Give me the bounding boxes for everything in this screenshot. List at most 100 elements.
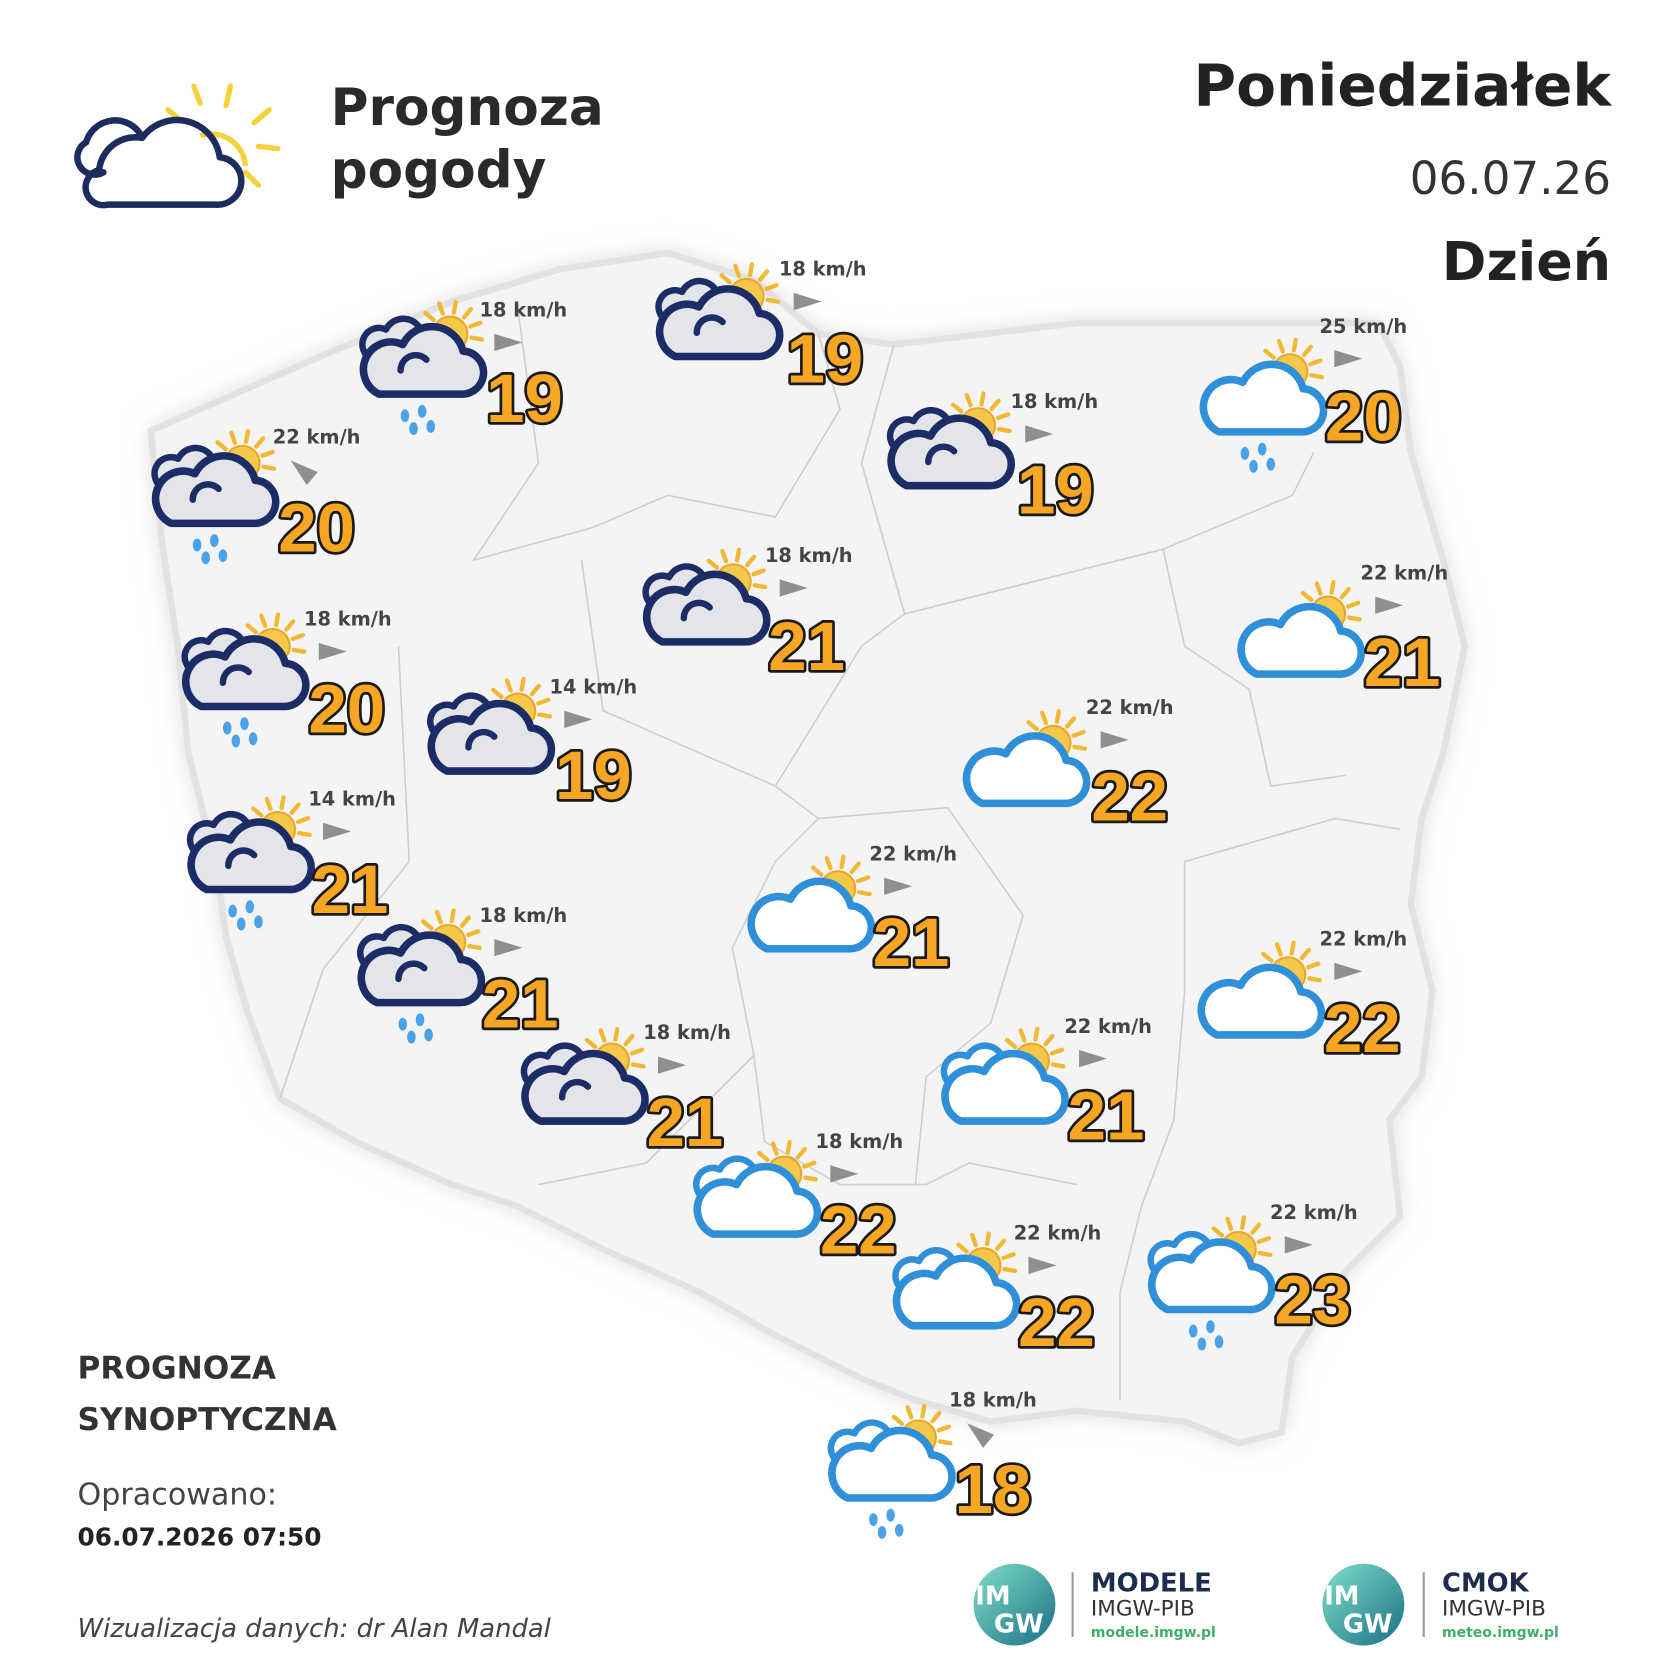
footer-heading: PROGNOZA <box>78 1350 277 1386</box>
sun-ray <box>855 875 871 884</box>
wind-arrow <box>658 1056 686 1074</box>
rain-drop <box>426 420 436 433</box>
cloud-curl <box>925 443 958 466</box>
sun-ray <box>1018 1028 1027 1043</box>
sun-ray <box>803 1175 818 1182</box>
sun-ray <box>537 712 552 719</box>
station: 18 km/h 21 <box>642 544 853 688</box>
rain-drop <box>240 717 249 731</box>
sun-ray <box>757 1150 770 1163</box>
sun-ray <box>284 619 296 632</box>
rain-drop <box>192 538 202 552</box>
wind-speed: 22 km/h <box>1064 1015 1152 1038</box>
sun-ray <box>1276 339 1285 354</box>
rain-drop <box>218 549 228 563</box>
sun-ray <box>623 1033 635 1047</box>
wind-arrow <box>779 579 808 597</box>
weather-icon <box>827 1403 956 1539</box>
sun-ray <box>423 310 436 323</box>
sun-ray <box>421 919 434 931</box>
sun-ray <box>720 549 729 564</box>
cloud-curl <box>397 351 430 374</box>
wind-arrow <box>1375 596 1404 614</box>
station: 14 km/h 21 <box>186 788 396 931</box>
cloud-curl <box>219 664 252 686</box>
sun-ray <box>289 802 301 815</box>
sun-ray <box>279 795 286 811</box>
sun-ray <box>765 297 781 304</box>
sun-ray <box>1257 1250 1273 1257</box>
footer-heading: SYNOPTYCZNA <box>78 1402 338 1438</box>
sun-ray <box>291 647 307 654</box>
weather-icon <box>181 612 310 748</box>
wind-speed: 18 km/h <box>765 544 853 567</box>
sun-ray <box>795 1146 807 1160</box>
sun-ray <box>1049 1047 1065 1056</box>
sun-ray <box>1346 615 1362 622</box>
cloud <box>892 1254 1021 1330</box>
sun-ray <box>995 412 1011 421</box>
weather-icon <box>642 547 771 646</box>
temperature: 22 <box>1324 990 1401 1067</box>
sun-ray <box>1289 940 1296 956</box>
wind-speed: 18 km/h <box>480 904 568 927</box>
sun-ray <box>964 392 973 408</box>
period: Dzień <box>1442 230 1611 293</box>
sun-ray <box>436 301 445 316</box>
temperature: 22 <box>820 1192 897 1269</box>
weather-icon <box>520 1026 649 1125</box>
logo-url: meteo.imgw.pl <box>1442 1625 1559 1641</box>
rain-drop <box>424 1028 433 1042</box>
wind-speed: 18 km/h <box>643 1021 731 1044</box>
sun-ray <box>950 402 964 414</box>
temperature: 21 <box>482 965 559 1042</box>
sun-ray <box>706 558 720 570</box>
sun-ray <box>1225 1216 1234 1232</box>
day: Poniedziałek <box>1193 52 1612 120</box>
rain-drop <box>236 917 246 931</box>
sun-ray <box>1263 348 1276 360</box>
rain-drop <box>231 734 241 748</box>
cloud <box>828 1426 956 1502</box>
cloud-curl <box>558 1078 592 1101</box>
sun-ray <box>802 1160 817 1169</box>
temperature: 21 <box>647 1084 724 1161</box>
cloud <box>941 1049 1069 1125</box>
logo-badge <box>973 1563 1056 1646</box>
sun-ray <box>243 429 251 445</box>
cloud-curl <box>693 314 726 336</box>
wind-arrow <box>1100 731 1129 749</box>
sun-ray <box>1307 976 1322 983</box>
wind-speed: 22 km/h <box>869 842 957 865</box>
sun-ray <box>849 861 861 875</box>
sun-ray <box>1301 344 1314 358</box>
ray <box>191 83 203 107</box>
rain-drop <box>1197 1337 1207 1351</box>
rain-drop <box>407 1030 416 1044</box>
cloud <box>747 877 875 953</box>
sun-ray <box>491 687 504 700</box>
cloud-curl <box>225 847 258 870</box>
rain-drop <box>398 1017 408 1031</box>
sun-ray <box>1308 358 1323 367</box>
region-border <box>471 301 841 562</box>
logo-org: IMGW-PIB <box>1442 1596 1546 1621</box>
wind-arrow <box>290 460 318 486</box>
region-border <box>860 344 1315 615</box>
sun-ray <box>770 1141 779 1156</box>
wind-speed: 18 km/h <box>1010 390 1098 413</box>
cloud <box>1148 1238 1276 1314</box>
logo-org: IMGW-PIB <box>1091 1596 1195 1621</box>
wind-arrow <box>1284 1236 1313 1254</box>
sun-ray <box>250 806 264 818</box>
sun-ray <box>1274 942 1283 957</box>
station: 18 km/h 21 <box>520 1021 731 1164</box>
sun-ray <box>295 816 311 825</box>
station: 14 km/h 19 <box>427 676 637 817</box>
sun-ray <box>956 1242 969 1254</box>
temperature: 21 <box>873 904 950 981</box>
sun-ray <box>1345 600 1361 609</box>
logo-badge <box>1322 1563 1405 1646</box>
